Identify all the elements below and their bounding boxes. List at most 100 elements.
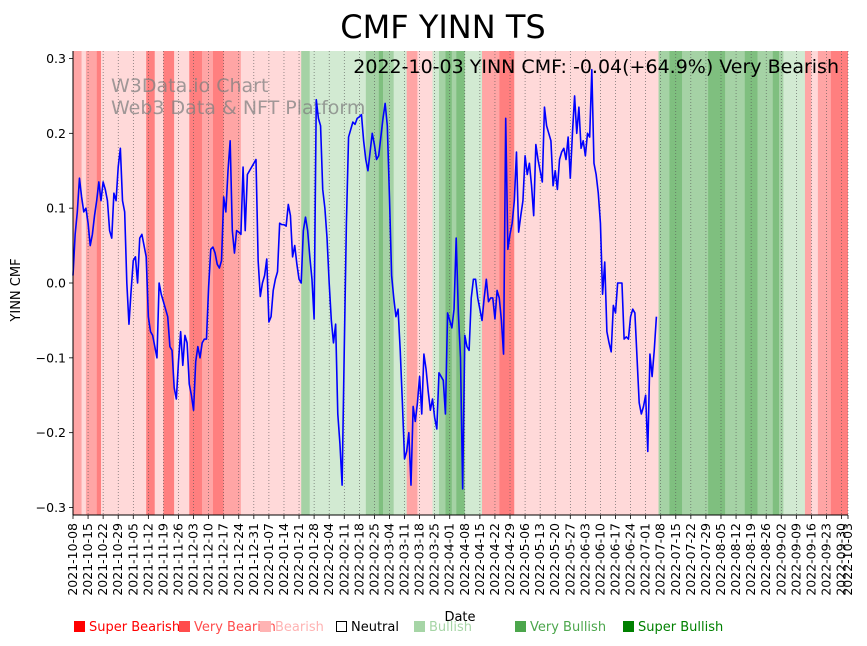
- x-tick-label: 2021-12-31: [246, 523, 261, 596]
- sentiment-band: [811, 51, 818, 515]
- x-tick-label: 2022-08-26: [758, 523, 773, 596]
- sentiment-band: [499, 51, 515, 515]
- sentiment-band: [725, 51, 745, 515]
- sentiment-band: [445, 51, 452, 515]
- x-tick-label: 2022-09-09: [788, 523, 803, 596]
- sentiment-band: [189, 51, 203, 515]
- sentiment-band: [658, 51, 670, 515]
- x-tick-label: 2022-02-11: [336, 523, 351, 596]
- legend-swatch: [515, 621, 526, 632]
- legend-label: Super Bullish: [638, 620, 724, 635]
- sentiment-band: [682, 51, 709, 515]
- sentiment-band: [456, 51, 465, 515]
- sentiment-band: [804, 51, 812, 515]
- chart-annotation: 2022-10-03 YINN CMF: -0.04(+64.9%) Very …: [353, 56, 839, 78]
- x-tick-label: 2022-02-04: [321, 523, 336, 596]
- y-tick-label: 0.0: [46, 276, 66, 291]
- x-tick-label: 2022-10-03: [840, 523, 855, 596]
- x-tick-label: 2022-05-20: [547, 523, 562, 596]
- legend-label: Bullish: [429, 620, 473, 635]
- x-tick-label: 2022-07-01: [638, 523, 653, 596]
- x-tick-label: 2022-07-22: [683, 523, 698, 596]
- x-tick-label: 2022-01-07: [261, 523, 276, 596]
- sentiment-band: [174, 51, 190, 515]
- x-grid: [72, 51, 849, 515]
- x-tick-label: 2022-04-08: [457, 523, 472, 596]
- sentiment-band: [378, 51, 383, 515]
- sentiment-band: [301, 51, 310, 515]
- sentiment-legend: Super Bearish Very Bearish Bearish Neutral B…: [74, 620, 854, 640]
- legend-swatch: [179, 621, 190, 632]
- sentiment-band: [383, 51, 394, 515]
- x-tick-label: 2022-01-14: [276, 523, 291, 596]
- y-tick-label: 0.2: [46, 126, 66, 141]
- legend-swatch: [74, 621, 85, 632]
- x-tick-label: 2022-02-18: [351, 523, 366, 596]
- x-tick-label: 2022-03-18: [412, 523, 427, 596]
- y-tick-label: −0.3: [36, 500, 66, 515]
- x-tick-label: 2022-05-06: [517, 523, 532, 596]
- x-tick-label: 2022-05-27: [562, 523, 577, 596]
- watermark-line-2: Web3 Data & NFT Platform: [111, 97, 365, 119]
- legend-item: Neutral: [336, 620, 399, 635]
- x-tick-label: 2021-10-29: [110, 523, 125, 596]
- sentiment-band: [223, 51, 241, 515]
- sentiment-band: [514, 51, 659, 515]
- sentiment-band: [772, 51, 780, 515]
- x-tick-label: 2022-06-03: [577, 523, 592, 596]
- legend-swatch: [623, 621, 634, 632]
- x-tick-label: 2022-06-17: [608, 523, 623, 596]
- sentiment-band: [783, 51, 805, 515]
- legend-item: Very Bearish: [179, 620, 276, 635]
- sentiment-band: [100, 51, 147, 515]
- legend-item: Very Bullish: [515, 620, 606, 635]
- legend-label: Very Bullish: [530, 620, 607, 635]
- sentiment-band: [708, 51, 726, 515]
- x-tick-label: 2022-04-15: [472, 523, 487, 596]
- legend-item: Super Bearish: [74, 620, 180, 635]
- x-tick-label: 2022-08-19: [743, 523, 758, 596]
- sentiment-band: [482, 51, 500, 515]
- x-tick-label: 2022-02-25: [366, 523, 381, 596]
- sentiment-band: [163, 51, 175, 515]
- x-tick-label: 2022-04-29: [502, 523, 517, 596]
- legend-label: Super Bearish: [89, 620, 181, 635]
- sentiment-band: [333, 51, 366, 515]
- legend-swatch: [260, 621, 271, 632]
- x-tick-label: 2022-06-10: [592, 523, 607, 596]
- sentiment-band: [73, 51, 82, 515]
- x-tick-label: 2022-08-05: [713, 523, 728, 596]
- y-tick-label: 0.1: [46, 201, 66, 216]
- sentiment-bands: [73, 51, 848, 515]
- x-tick-label: 2022-09-30: [834, 523, 849, 596]
- x-tick-label: 2021-11-19: [155, 523, 170, 596]
- sentiment-band: [212, 51, 224, 515]
- y-axis-label: YINN CMF: [9, 258, 24, 322]
- sentiment-band: [830, 51, 848, 515]
- x-tick-label: 2021-10-15: [80, 523, 95, 596]
- cmf-series-line: [72, 68, 658, 490]
- legend-item: Super Bullish: [623, 620, 723, 635]
- sentiment-band: [146, 51, 155, 515]
- legend-label: Neutral: [351, 620, 399, 635]
- x-tick-label: 2022-05-13: [532, 523, 547, 596]
- sentiment-band: [432, 51, 439, 515]
- sentiment-band: [81, 51, 86, 515]
- x-tick-label: 2022-04-22: [487, 523, 502, 596]
- y-tick-label: 0.3: [46, 51, 66, 66]
- sentiment-band: [406, 51, 418, 515]
- legend-item: Bullish: [414, 620, 472, 635]
- x-tick-label: 2022-01-28: [306, 523, 321, 596]
- sentiment-band: [817, 51, 831, 515]
- sentiment-band: [365, 51, 379, 515]
- x-tick-label: 2022-09-02: [773, 523, 788, 596]
- watermark-line-1: W3Data.io Chart: [111, 75, 268, 97]
- sentiment-band: [202, 51, 213, 515]
- sentiment-band: [240, 51, 302, 515]
- x-tick-label: 2022-01-21: [291, 523, 306, 596]
- sentiment-band: [438, 51, 446, 515]
- x-tick-label: 2022-07-29: [698, 523, 713, 596]
- x-tick-label: 2022-04-01: [442, 523, 457, 596]
- x-tick-label: 2021-12-03: [186, 523, 201, 596]
